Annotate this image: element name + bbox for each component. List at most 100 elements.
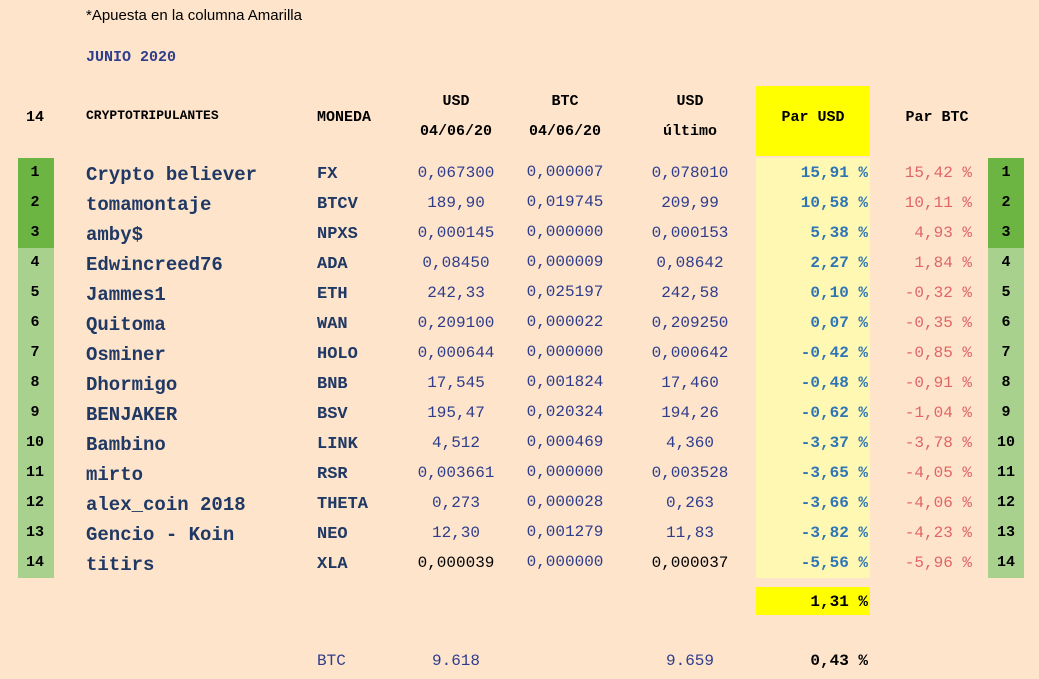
header-btc: BTC [551,93,579,110]
usd-price: 0,000039 [417,554,495,572]
btc-coin: BTC [317,652,346,670]
usd-last: 4,360 [665,434,714,452]
header-btc-date: 04/06/20 [528,123,601,140]
rank-cell [18,398,54,428]
player-name: Jammes1 [86,284,166,306]
usd-price: 0,067300 [417,164,495,182]
player-name: Bambino [86,434,166,456]
player-name: BENJAKER [86,404,178,426]
rank: 6 [1001,314,1011,331]
btc-usd: 9.618 [431,652,480,670]
coin: BSV [317,405,348,424]
par-usd: -3,65 % [800,464,868,482]
rank-cell [988,308,1024,338]
usd-last: 0,209250 [651,314,729,332]
par-btc: -4,05 % [904,464,972,482]
rank: 9 [1001,404,1011,421]
par-usd: -0,48 % [800,374,868,392]
par-usd: -5,56 % [800,554,868,572]
usd-last: 0,000642 [651,344,729,362]
player-name: titirs [86,554,155,576]
rank: 13 [25,524,44,541]
usd-price: 0,273 [431,494,480,512]
btc-price: 0,001279 [526,523,604,541]
header-usd-date: 04/06/20 [419,123,492,140]
rank-cell [18,158,54,188]
par-usd: 15,91 % [800,164,868,182]
usd-last: 0,263 [665,494,714,512]
usd-price: 242,33 [427,284,485,302]
rank-cell [988,368,1024,398]
rank-cell [18,548,54,578]
rank: 11 [996,464,1015,481]
rank-cell [18,458,54,488]
rank: 10 [996,434,1015,451]
coin: XLA [317,555,348,574]
rank-cell [988,398,1024,428]
note: *Apuesta en la columna Amarilla [86,7,302,24]
btc-price: 0,000028 [526,493,604,511]
coin: BNB [317,375,348,394]
rank: 8 [1001,374,1011,391]
rank: 11 [25,464,44,481]
rank: 13 [996,524,1015,541]
header-usd: USD [442,93,470,110]
rank-cell [18,428,54,458]
par-btc: 4,93 % [914,224,972,242]
btc-price: 0,000000 [526,553,604,571]
par-usd: 5,38 % [810,224,868,242]
usd-price: 12,30 [431,524,480,542]
rank-cell [988,458,1024,488]
rank: 1 [30,164,40,181]
player-name: Edwincreed76 [86,254,223,276]
par-usd-header [756,86,870,156]
usd-last: 209,99 [661,194,719,212]
par-usd: 2,27 % [810,254,868,272]
par-usd: -3,66 % [800,494,868,512]
usd-last: 0,078010 [651,164,729,182]
usd-last: 194,26 [661,404,719,422]
rank-cell [18,368,54,398]
header-count: 14 [25,109,44,126]
btc-price: 0,025197 [526,283,604,301]
par-btc: -0,91 % [904,374,972,392]
btc-price: 0,000022 [526,313,604,331]
btc-price: 0,000469 [526,433,604,451]
usd-price: 0,209100 [417,314,495,332]
rank-cell [988,488,1024,518]
rank: 4 [1001,254,1011,271]
rank-cell [18,518,54,548]
player-name: alex_coin 2018 [86,494,246,516]
par-btc: 1,84 % [914,254,972,272]
rank-cell [18,308,54,338]
rank: 3 [30,224,40,241]
rank-cell [988,158,1024,188]
par-usd: -3,82 % [800,524,868,542]
rank: 4 [30,254,40,271]
par-usd: 0,10 % [810,284,868,302]
btc-price: 0,019745 [526,193,604,211]
player-name: Dhormigo [86,374,178,396]
par-usd: -0,62 % [800,404,868,422]
btc-last: 9.659 [665,652,714,670]
par-usd: 10,58 % [800,194,868,212]
rank: 14 [996,554,1015,571]
rank: 2 [1001,194,1011,211]
coin: ADA [317,255,348,274]
rank-cell [988,248,1024,278]
usd-price: 17,545 [427,374,485,392]
par-btc: 15,42 % [904,164,972,182]
rank-cell [988,428,1024,458]
coin: LINK [317,435,358,454]
rank: 7 [30,344,40,361]
rank-cell [988,188,1024,218]
rank-cell [988,218,1024,248]
coin: THETA [317,495,369,514]
par-btc: -3,78 % [904,434,972,452]
rank: 7 [1001,344,1011,361]
coin: ETH [317,285,348,304]
usd-price: 0,08450 [422,254,490,272]
rank: 12 [25,494,44,511]
usd-price: 4,512 [431,434,480,452]
btc-par: 0,43 % [810,652,868,670]
